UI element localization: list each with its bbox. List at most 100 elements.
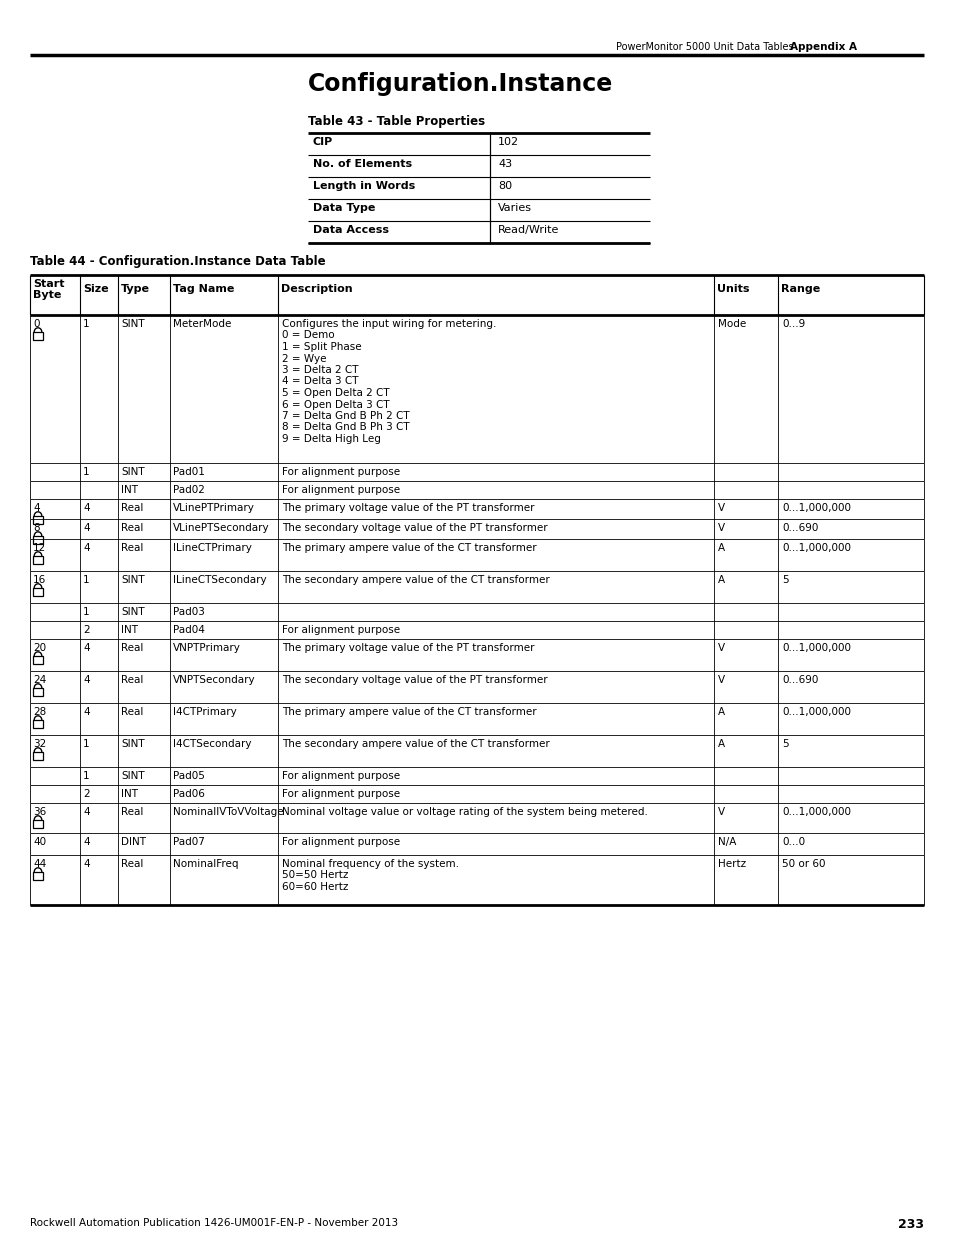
Text: 4: 4 — [83, 543, 90, 553]
Text: SINT: SINT — [121, 467, 145, 477]
Text: 60=60 Hertz: 60=60 Hertz — [282, 882, 348, 892]
Text: For alignment purpose: For alignment purpose — [282, 771, 399, 781]
Text: NominalIVToVVoltage: NominalIVToVVoltage — [172, 806, 283, 818]
Bar — [33, 332, 43, 340]
Text: 1: 1 — [83, 739, 90, 748]
Text: No. of Elements: No. of Elements — [313, 159, 412, 169]
Text: Nominal frequency of the system.: Nominal frequency of the system. — [282, 860, 458, 869]
Text: 20: 20 — [33, 643, 46, 653]
Text: ILineCTPrimary: ILineCTPrimary — [172, 543, 252, 553]
Text: SINT: SINT — [121, 739, 145, 748]
Text: 8 = Delta Gnd B Ph 3 CT: 8 = Delta Gnd B Ph 3 CT — [282, 422, 409, 432]
Text: 16: 16 — [33, 576, 46, 585]
Text: 4: 4 — [83, 706, 90, 718]
Text: Configuration.Instance: Configuration.Instance — [308, 72, 613, 96]
Text: 0...690: 0...690 — [781, 676, 818, 685]
Text: Pad05: Pad05 — [172, 771, 205, 781]
Text: Real: Real — [121, 860, 143, 869]
Text: Description: Description — [281, 284, 353, 294]
Text: Nominal voltage value or voltage rating of the system being metered.: Nominal voltage value or voltage rating … — [282, 806, 647, 818]
Text: Real: Real — [121, 676, 143, 685]
Text: 80: 80 — [497, 182, 512, 191]
Text: Start: Start — [33, 279, 65, 289]
Text: 4: 4 — [83, 503, 90, 513]
Text: Real: Real — [121, 503, 143, 513]
Text: PowerMonitor 5000 Unit Data Tables: PowerMonitor 5000 Unit Data Tables — [616, 42, 793, 52]
Text: 2 = Wye: 2 = Wye — [282, 353, 326, 363]
Text: For alignment purpose: For alignment purpose — [282, 625, 399, 635]
Text: 28: 28 — [33, 706, 46, 718]
Text: VNPTPrimary: VNPTPrimary — [172, 643, 240, 653]
Text: SINT: SINT — [121, 576, 145, 585]
Text: 50 or 60: 50 or 60 — [781, 860, 824, 869]
Text: 36: 36 — [33, 806, 46, 818]
Text: INT: INT — [121, 485, 138, 495]
Text: 0: 0 — [33, 319, 39, 329]
Text: V: V — [718, 676, 724, 685]
Text: ILineCTSecondary: ILineCTSecondary — [172, 576, 266, 585]
Text: Varies: Varies — [497, 203, 532, 212]
Text: Real: Real — [121, 643, 143, 653]
Text: SINT: SINT — [121, 606, 145, 618]
Text: CIP: CIP — [313, 137, 333, 147]
Text: 9 = Delta High Leg: 9 = Delta High Leg — [282, 433, 380, 445]
Text: Data Type: Data Type — [313, 203, 375, 212]
Text: 0...1,000,000: 0...1,000,000 — [781, 706, 850, 718]
Text: Real: Real — [121, 522, 143, 534]
Text: 4: 4 — [83, 522, 90, 534]
Text: 43: 43 — [497, 159, 512, 169]
Text: 0...1,000,000: 0...1,000,000 — [781, 503, 850, 513]
Text: For alignment purpose: For alignment purpose — [282, 837, 399, 847]
Text: Pad06: Pad06 — [172, 789, 205, 799]
Text: 1: 1 — [83, 319, 90, 329]
Text: 7 = Delta Gnd B Ph 2 CT: 7 = Delta Gnd B Ph 2 CT — [282, 411, 409, 421]
Text: The secondary ampere value of the CT transformer: The secondary ampere value of the CT tra… — [282, 576, 549, 585]
Text: For alignment purpose: For alignment purpose — [282, 485, 399, 495]
Text: I4CTSecondary: I4CTSecondary — [172, 739, 252, 748]
Text: Table 43 - Table Properties: Table 43 - Table Properties — [308, 115, 485, 128]
Text: Length in Words: Length in Words — [313, 182, 415, 191]
Text: 8: 8 — [33, 522, 40, 534]
Text: Hertz: Hertz — [718, 860, 745, 869]
Text: Type: Type — [121, 284, 150, 294]
Text: Pad04: Pad04 — [172, 625, 205, 635]
Text: 12: 12 — [33, 543, 46, 553]
Text: 1: 1 — [83, 576, 90, 585]
Text: For alignment purpose: For alignment purpose — [282, 789, 399, 799]
Bar — [33, 588, 43, 597]
Text: INT: INT — [121, 789, 138, 799]
Text: Tag Name: Tag Name — [172, 284, 234, 294]
Text: Configures the input wiring for metering.: Configures the input wiring for metering… — [282, 319, 496, 329]
Text: V: V — [718, 806, 724, 818]
Text: V: V — [718, 503, 724, 513]
Text: Pad02: Pad02 — [172, 485, 205, 495]
Text: Table 44 - Configuration.Instance Data Table: Table 44 - Configuration.Instance Data T… — [30, 254, 325, 268]
Text: V: V — [718, 643, 724, 653]
Text: The secondary ampere value of the CT transformer: The secondary ampere value of the CT tra… — [282, 739, 549, 748]
Text: VLinePTSecondary: VLinePTSecondary — [172, 522, 270, 534]
Text: The primary voltage value of the PT transformer: The primary voltage value of the PT tran… — [282, 503, 534, 513]
Bar — [33, 556, 43, 564]
Text: 3 = Delta 2 CT: 3 = Delta 2 CT — [282, 366, 358, 375]
Text: Pad07: Pad07 — [172, 837, 205, 847]
Bar — [33, 752, 43, 760]
Text: 44: 44 — [33, 860, 46, 869]
Text: A: A — [718, 543, 724, 553]
Text: Appendix A: Appendix A — [789, 42, 856, 52]
Text: Pad01: Pad01 — [172, 467, 205, 477]
Text: 50=50 Hertz: 50=50 Hertz — [282, 871, 348, 881]
Text: 4: 4 — [83, 806, 90, 818]
Text: NominalFreq: NominalFreq — [172, 860, 238, 869]
Text: 1 = Split Phase: 1 = Split Phase — [282, 342, 361, 352]
Text: The primary ampere value of the CT transformer: The primary ampere value of the CT trans… — [282, 706, 536, 718]
Text: For alignment purpose: For alignment purpose — [282, 467, 399, 477]
Text: 40: 40 — [33, 837, 46, 847]
Text: 6 = Open Delta 3 CT: 6 = Open Delta 3 CT — [282, 399, 389, 410]
Text: Pad03: Pad03 — [172, 606, 205, 618]
Text: Range: Range — [781, 284, 820, 294]
Text: Size: Size — [83, 284, 109, 294]
Text: SINT: SINT — [121, 771, 145, 781]
Text: 5: 5 — [781, 576, 788, 585]
Text: Real: Real — [121, 543, 143, 553]
Text: Rockwell Automation Publication 1426-UM001F-EN-P - November 2013: Rockwell Automation Publication 1426-UM0… — [30, 1218, 397, 1228]
